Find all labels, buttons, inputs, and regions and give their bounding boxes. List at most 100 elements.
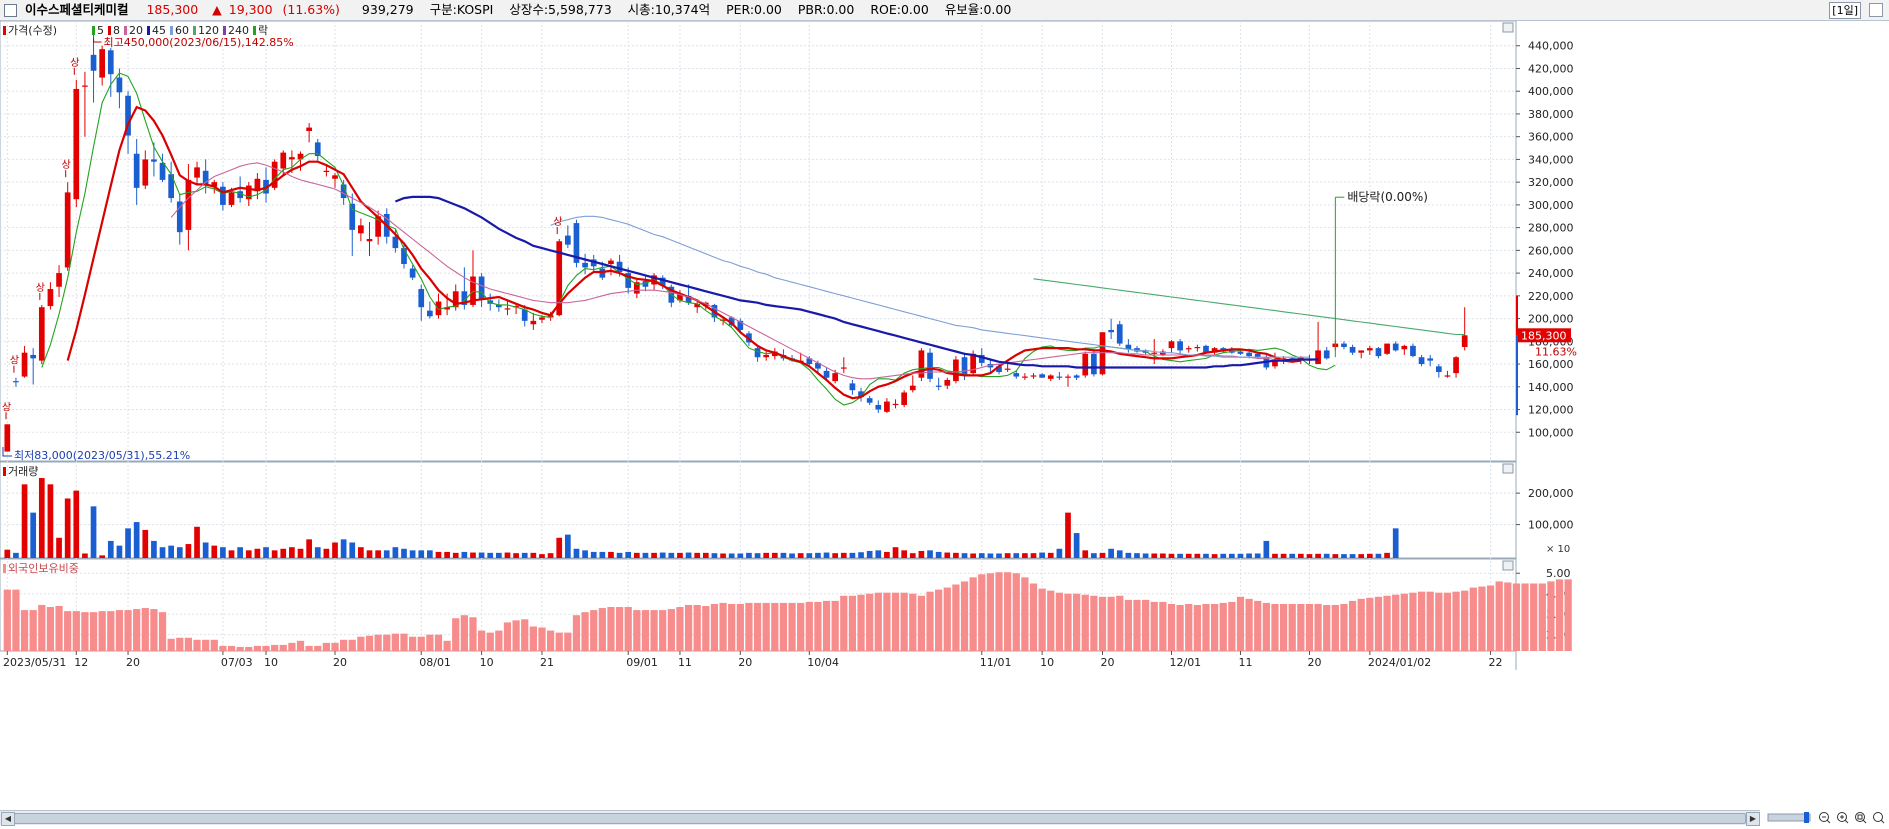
foreign-ratio-bar[interactable] (1366, 597, 1374, 651)
foreign-ratio-bar[interactable] (1185, 603, 1193, 651)
foreign-ratio-bar[interactable] (469, 617, 477, 651)
scroll-right-icon[interactable]: ▶ (1746, 812, 1760, 826)
foreign-ratio-bar[interactable] (728, 603, 736, 651)
volume-bar[interactable] (961, 553, 968, 558)
candle-body[interactable] (1237, 351, 1244, 354)
foreign-ratio-bar[interactable] (978, 574, 986, 651)
foreign-ratio-bar[interactable] (797, 602, 805, 651)
candle-body[interactable] (599, 268, 606, 278)
candle[interactable] (116, 68, 123, 109)
candle-body[interactable] (1366, 348, 1373, 351)
candle-body[interactable] (461, 291, 468, 305)
foreign-ratio-bar[interactable] (1279, 603, 1288, 651)
volume-bar[interactable] (245, 550, 252, 558)
volume-bar[interactable] (1022, 553, 1028, 558)
volume-bar[interactable] (1134, 553, 1140, 558)
foreign-ratio-bar[interactable] (322, 642, 331, 651)
candle[interactable] (521, 304, 528, 327)
volume-bar[interactable] (392, 547, 399, 558)
foreign-ratio-bar[interactable] (193, 639, 201, 651)
foreign-ratio-bar[interactable] (98, 611, 106, 651)
volume-bar[interactable] (539, 554, 545, 558)
candle[interactable] (530, 312, 537, 330)
candle-body[interactable] (659, 277, 666, 286)
foreign-ratio-bar[interactable] (133, 609, 141, 651)
candle[interactable] (297, 151, 304, 171)
volume-bar[interactable] (228, 550, 235, 558)
candle-body[interactable] (323, 170, 330, 172)
volume-bar[interactable] (953, 552, 959, 558)
foreign-ratio-bar[interactable] (1004, 572, 1012, 651)
candle[interactable] (349, 193, 356, 257)
candle-body[interactable] (530, 320, 537, 325)
volume-bar[interactable] (737, 553, 744, 558)
candle[interactable] (142, 150, 149, 189)
foreign-ratio-bar[interactable] (1521, 583, 1529, 651)
foreign-ratio-bar[interactable] (1461, 590, 1469, 651)
candle-body[interactable] (1004, 368, 1011, 370)
volume-bar[interactable] (556, 537, 563, 558)
foreign-ratio-bar[interactable] (1443, 592, 1452, 651)
foreign-ratio-bar[interactable] (667, 609, 675, 651)
foreign-ratio-bar[interactable] (1512, 583, 1521, 651)
candle[interactable] (935, 377, 942, 391)
foreign-ratio-bar[interactable] (1392, 594, 1400, 651)
foreign-ratio-bar[interactable] (1495, 581, 1503, 651)
foreign-ratio-bar[interactable] (1167, 603, 1176, 651)
period-selector[interactable]: [1일] (1829, 2, 1861, 19)
foreign-ratio-bar[interactable] (693, 604, 701, 651)
candle-body[interactable] (677, 293, 683, 301)
volume-bar[interactable] (970, 553, 976, 558)
candle-body[interactable] (211, 182, 218, 187)
volume-bar[interactable] (1272, 553, 1278, 558)
foreign-ratio-bar[interactable] (202, 639, 210, 651)
candle[interactable] (1315, 321, 1321, 365)
candle-body[interactable] (953, 359, 959, 382)
volume-bar[interactable] (254, 548, 261, 558)
volume-bar[interactable] (720, 553, 726, 558)
candle-body[interactable] (1185, 348, 1192, 350)
volume-bar[interactable] (1013, 553, 1020, 558)
candle-body[interactable] (392, 236, 399, 249)
candle-body[interactable] (159, 162, 166, 180)
volume-bar[interactable] (478, 552, 485, 558)
volume-bar[interactable] (1151, 553, 1158, 558)
scroll-left-icon[interactable]: ◀ (1, 812, 15, 826)
foreign-ratio-bar[interactable] (1547, 581, 1555, 651)
volume-bar[interactable] (1220, 553, 1227, 558)
candle-body[interactable] (1435, 366, 1442, 373)
foreign-ratio-bar[interactable] (81, 612, 89, 651)
candle-body[interactable] (418, 289, 425, 308)
foreign-ratio-bar[interactable] (1435, 592, 1443, 651)
volume-bar[interactable] (1194, 553, 1201, 558)
volume-bar[interactable] (754, 553, 761, 558)
volume-bar[interactable] (832, 553, 839, 558)
foreign-ratio-bar[interactable] (1254, 600, 1262, 651)
candle[interactable] (1125, 339, 1132, 353)
candle-body[interactable] (918, 350, 925, 378)
candle-body[interactable] (280, 152, 287, 169)
volume-bar[interactable] (452, 552, 459, 558)
volume-bar[interactable] (1091, 553, 1097, 558)
foreign-ratio-bar[interactable] (1090, 595, 1098, 651)
foreign-ratio-bar[interactable] (503, 622, 512, 651)
volume-bar[interactable] (185, 544, 192, 558)
candle[interactable] (866, 395, 873, 405)
candle-body[interactable] (1246, 352, 1252, 357)
volume-bar[interactable] (280, 548, 287, 558)
foreign-ratio-bar[interactable] (1029, 583, 1038, 651)
foreign-ratio-bar[interactable] (1331, 604, 1339, 651)
volume-bar[interactable] (711, 553, 718, 558)
candle-body[interactable] (892, 403, 899, 406)
foreign-ratio-bar[interactable] (1348, 600, 1357, 651)
foreign-ratio-bar[interactable] (1400, 593, 1408, 651)
candle[interactable] (56, 265, 62, 297)
candle-body[interactable] (194, 167, 200, 178)
foreign-ratio-bar[interactable] (926, 591, 934, 651)
candle[interactable] (306, 123, 312, 143)
candle[interactable] (1022, 373, 1028, 380)
volume-bar[interactable] (194, 526, 200, 558)
candle[interactable] (427, 301, 433, 319)
foreign-ratio-bar[interactable] (1357, 598, 1365, 651)
candle[interactable] (1461, 307, 1468, 351)
